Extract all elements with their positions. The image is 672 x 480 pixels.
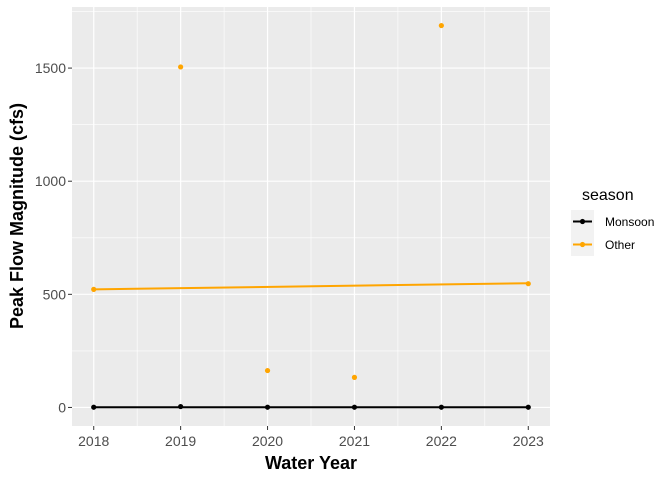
other-point <box>264 367 271 374</box>
y-tick-label: 1000 <box>35 173 66 189</box>
other-legend-label: Other <box>605 238 635 252</box>
monsoon-point <box>525 404 531 410</box>
series-layer <box>91 22 531 410</box>
minor-gridlines <box>72 7 550 426</box>
x-tick-label: 2018 <box>78 433 109 449</box>
monsoon-point <box>438 404 444 410</box>
x-tick-label: 2023 <box>513 433 544 449</box>
y-axis: 0 500 1000 1500 <box>35 60 72 415</box>
x-axis: 2018 2019 2020 2021 2022 2023 <box>78 426 544 449</box>
y-tick-label: 500 <box>43 286 67 302</box>
x-tick-label: 2022 <box>426 433 457 449</box>
monsoon-point <box>178 403 184 410</box>
monsoon-point <box>91 404 97 410</box>
other-point <box>438 22 444 29</box>
other-legend-point <box>579 241 586 248</box>
x-axis-title: Water Year <box>265 453 357 473</box>
y-tick-label: 1500 <box>35 60 66 76</box>
y-tick-label: 0 <box>58 399 66 415</box>
x-tick-label: 2021 <box>339 433 370 449</box>
other-point <box>525 281 531 287</box>
other-point <box>178 64 184 70</box>
monsoon-point <box>351 404 358 410</box>
monsoon-legend-point <box>579 218 586 225</box>
other-trend-line <box>93 282 529 291</box>
monsoon-legend-label: Monsoon <box>605 215 654 229</box>
x-tick-label: 2020 <box>252 433 283 449</box>
monsoon-point <box>264 404 271 410</box>
x-tick-label: 2019 <box>165 433 196 449</box>
legend-title: season <box>582 187 634 204</box>
other-point <box>351 374 358 380</box>
legend: season Monsoon Other <box>571 187 654 256</box>
y-axis-title: Peak Flow Magnitude (cfs) <box>7 103 27 329</box>
other-point <box>91 286 97 292</box>
